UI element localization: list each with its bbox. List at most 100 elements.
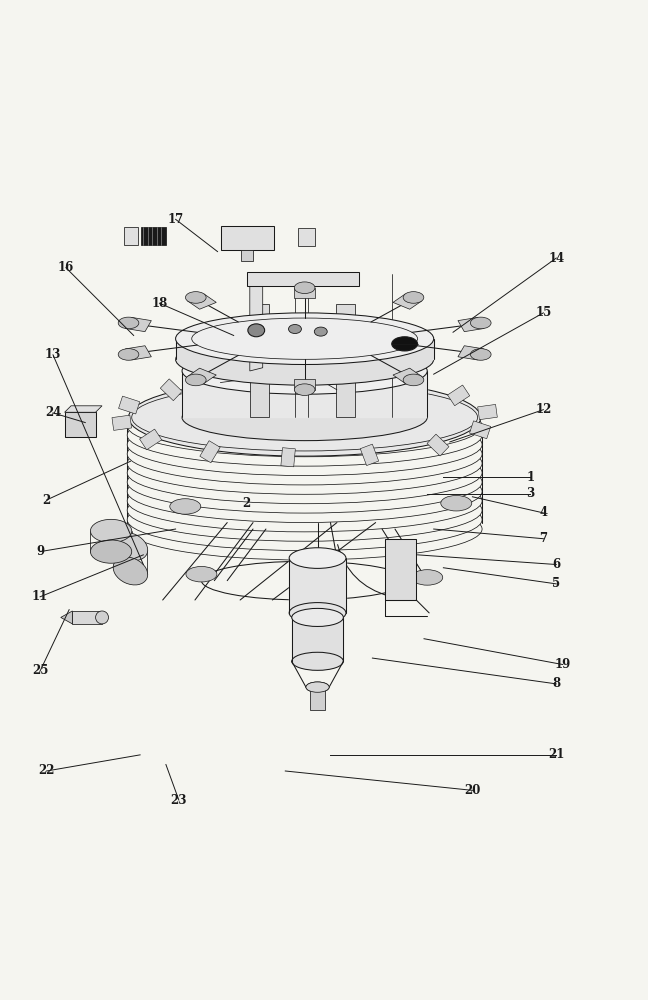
Text: 3: 3	[526, 487, 535, 500]
Polygon shape	[393, 368, 422, 383]
Polygon shape	[458, 317, 484, 332]
Ellipse shape	[127, 451, 482, 513]
Ellipse shape	[294, 384, 315, 395]
Polygon shape	[176, 339, 434, 359]
Text: 13: 13	[45, 348, 61, 361]
Ellipse shape	[127, 461, 482, 522]
Text: 7: 7	[539, 532, 548, 545]
Polygon shape	[281, 448, 295, 467]
Polygon shape	[119, 396, 140, 414]
Polygon shape	[231, 369, 249, 391]
Text: 8: 8	[552, 677, 561, 690]
Ellipse shape	[306, 682, 329, 692]
Ellipse shape	[182, 394, 427, 441]
Polygon shape	[249, 277, 262, 371]
Ellipse shape	[127, 470, 482, 532]
Text: 12: 12	[535, 403, 551, 416]
Polygon shape	[289, 558, 346, 613]
Ellipse shape	[113, 557, 148, 585]
Polygon shape	[294, 379, 315, 390]
Ellipse shape	[127, 423, 482, 485]
Bar	[249, 304, 269, 417]
Ellipse shape	[392, 337, 417, 351]
Ellipse shape	[403, 292, 424, 303]
Polygon shape	[427, 434, 449, 456]
Ellipse shape	[292, 608, 343, 626]
Bar	[221, 226, 273, 250]
Ellipse shape	[411, 570, 443, 585]
Bar	[336, 304, 355, 417]
Ellipse shape	[127, 442, 482, 504]
Ellipse shape	[128, 379, 481, 456]
Text: 20: 20	[464, 784, 481, 797]
Ellipse shape	[289, 603, 346, 623]
Ellipse shape	[127, 404, 482, 466]
Bar	[141, 227, 166, 245]
Polygon shape	[112, 415, 132, 430]
Polygon shape	[470, 421, 491, 439]
Text: 21: 21	[548, 748, 564, 761]
Ellipse shape	[176, 334, 434, 385]
Polygon shape	[393, 294, 422, 309]
Ellipse shape	[118, 317, 139, 329]
Text: 2: 2	[242, 497, 251, 510]
Ellipse shape	[96, 611, 108, 624]
Polygon shape	[448, 385, 470, 406]
Bar	[247, 272, 360, 286]
Ellipse shape	[294, 282, 315, 294]
Text: 19: 19	[555, 658, 571, 671]
Ellipse shape	[470, 349, 491, 360]
Bar	[386, 539, 416, 600]
Ellipse shape	[127, 414, 482, 476]
Bar	[73, 611, 102, 624]
Ellipse shape	[288, 324, 301, 334]
Polygon shape	[160, 379, 182, 401]
Text: 11: 11	[32, 590, 48, 603]
Polygon shape	[360, 444, 378, 466]
Text: 14: 14	[548, 252, 564, 265]
Polygon shape	[125, 317, 152, 332]
Text: 24: 24	[45, 406, 61, 419]
Polygon shape	[294, 288, 315, 298]
Text: 2: 2	[42, 493, 51, 506]
Ellipse shape	[91, 519, 132, 543]
Polygon shape	[65, 406, 102, 412]
Text: 4: 4	[539, 506, 548, 519]
Polygon shape	[187, 294, 216, 309]
Text: 5: 5	[552, 577, 561, 590]
Ellipse shape	[91, 540, 132, 563]
Polygon shape	[125, 346, 152, 360]
Text: 1: 1	[526, 471, 535, 484]
Polygon shape	[187, 368, 216, 383]
Ellipse shape	[403, 374, 424, 386]
Bar	[298, 228, 315, 246]
Bar	[65, 412, 96, 437]
Ellipse shape	[113, 532, 148, 560]
Polygon shape	[200, 441, 220, 463]
Ellipse shape	[127, 489, 482, 551]
Bar	[124, 227, 138, 245]
Ellipse shape	[292, 652, 343, 670]
Ellipse shape	[248, 324, 264, 337]
Text: 15: 15	[535, 306, 551, 319]
Ellipse shape	[314, 327, 327, 336]
Polygon shape	[139, 429, 162, 450]
Ellipse shape	[289, 548, 346, 568]
Text: 22: 22	[38, 764, 55, 777]
Ellipse shape	[441, 495, 472, 511]
Text: 9: 9	[36, 545, 44, 558]
Ellipse shape	[185, 292, 206, 303]
Ellipse shape	[127, 395, 482, 457]
Text: 17: 17	[167, 213, 184, 226]
Polygon shape	[389, 372, 410, 394]
Ellipse shape	[170, 499, 201, 514]
Polygon shape	[182, 371, 427, 417]
Ellipse shape	[118, 349, 139, 360]
Ellipse shape	[127, 479, 482, 541]
Ellipse shape	[127, 498, 482, 560]
Text: 18: 18	[152, 297, 168, 310]
Ellipse shape	[176, 313, 434, 365]
Text: 6: 6	[552, 558, 561, 571]
Ellipse shape	[306, 682, 329, 692]
Text: 25: 25	[32, 664, 49, 677]
